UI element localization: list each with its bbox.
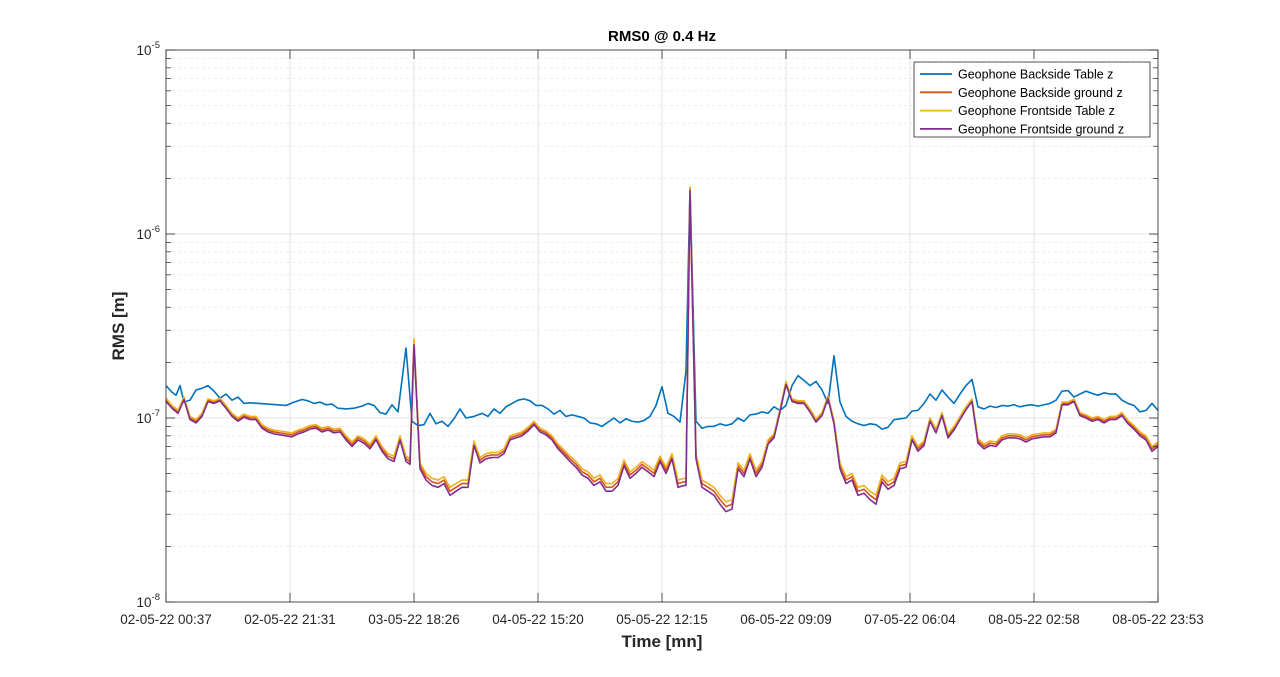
x-tick-label: 02-05-22 21:31 — [244, 612, 336, 627]
x-tick-label: 04-05-22 15:20 — [492, 612, 584, 627]
series-line-2 — [165, 188, 1159, 508]
legend-entry-label: Geophone Backside Table z — [958, 68, 1113, 82]
y-tick-label: 10-6 — [137, 224, 160, 242]
y-tick-label: 10-7 — [137, 408, 160, 426]
legend-box — [913, 61, 1151, 138]
legend: Geophone Backside Table z Geophone Backsi… — [913, 61, 1151, 138]
series-line-3 — [165, 186, 1159, 503]
legend-entry-label: Geophone Frontside ground z — [958, 122, 1124, 136]
x-tick-label: 06-05-22 09:09 — [740, 612, 832, 627]
y-tick-labels: 10-8 10-7 10-6 10-5 — [137, 40, 160, 610]
y-tick-label: 10-5 — [137, 40, 160, 58]
series-line-1 — [165, 187, 1159, 430]
x-tick-label: 05-05-22 12:15 — [616, 612, 708, 627]
x-tick-labels: 02-05-22 00:37 02-05-22 21:31 03-05-22 18:… — [120, 612, 1204, 627]
axis-ticks — [165, 49, 1159, 603]
y-axis-label: RMS [m] — [109, 292, 128, 361]
x-tick-label: 08-05-22 23:53 — [1112, 612, 1204, 627]
x-tick-label: 03-05-22 18:26 — [368, 612, 460, 627]
chart-title: RMS0 @ 0.4 Hz — [608, 28, 716, 45]
series-layer — [165, 186, 1159, 513]
y-tick-label: 10-8 — [137, 592, 160, 610]
legend-entry-label: Geophone Frontside Table z — [958, 104, 1115, 118]
legend-entry-label: Geophone Backside ground z — [958, 86, 1123, 100]
x-tick-label: 02-05-22 00:37 — [120, 612, 212, 627]
x-tick-label: 07-05-22 06:04 — [864, 612, 956, 627]
x-axis-label: Time [mn] — [622, 632, 703, 651]
x-tick-label: 08-05-22 02:58 — [988, 612, 1080, 627]
series-line-4 — [165, 189, 1159, 513]
